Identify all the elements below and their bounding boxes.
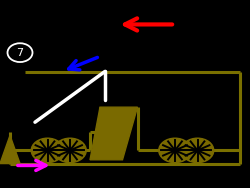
Polygon shape xyxy=(0,135,20,164)
Circle shape xyxy=(54,138,86,163)
Circle shape xyxy=(31,138,64,163)
Circle shape xyxy=(159,138,191,163)
Circle shape xyxy=(181,138,214,163)
Polygon shape xyxy=(90,107,138,160)
Text: 7: 7 xyxy=(16,48,24,58)
